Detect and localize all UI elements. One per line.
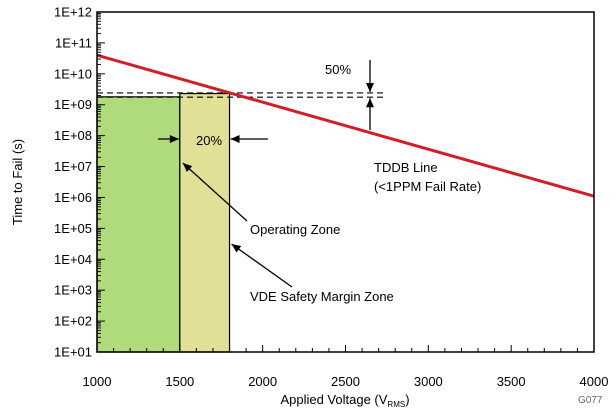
y-tick-label: 1E+09 — [54, 97, 92, 112]
annotation-vde-zone: VDE Safety Margin Zone — [250, 289, 394, 304]
x-tick-label: 2500 — [331, 374, 360, 389]
y-tick-label: 1E+06 — [54, 190, 92, 205]
x-axis-ticks: 1000 1500 2000 2500 3000 3500 4000 — [83, 345, 609, 389]
annotation-operating-zone: Operating Zone — [250, 222, 340, 237]
x-tick-label: 4000 — [580, 374, 609, 389]
figure-id: G077 — [578, 395, 603, 406]
y-tick-label: 1E+08 — [54, 128, 92, 143]
y-axis-ticks: 1E+01 1E+02 1E+03 1E+04 1E+05 1E+06 1E+07 1E+08… — [54, 5, 105, 360]
arrow-20-left-head — [169, 135, 179, 143]
arrow-operating-zone-shaft — [182, 162, 248, 222]
y-tick-label: 1E+12 — [54, 5, 92, 20]
arrow-20-left — [158, 135, 179, 143]
x-tick-label: 1500 — [165, 374, 194, 389]
annotation-tddb-fail-rate: (<1PPM Fail Rate) — [374, 179, 481, 194]
zone-1 — [179, 92, 231, 353]
arrow-20-right-head — [230, 135, 240, 143]
y-tick-label: 1E+01 — [54, 345, 92, 360]
annotation-50-percent: 50% — [325, 62, 351, 77]
x-tick-label: 1000 — [83, 374, 112, 389]
annotation-tddb-line: TDDB Line — [374, 160, 438, 175]
arrow-operating-zone — [182, 162, 248, 222]
x-tick-label: 3000 — [414, 374, 443, 389]
zone-0 — [96, 96, 181, 353]
annotation-arrows — [158, 60, 374, 288]
arrow-50-bottom-head — [366, 98, 374, 108]
x-tick-label: 3500 — [497, 374, 526, 389]
series-line-0 — [96, 53, 595, 198]
arrow-vde-zone-shaft — [231, 243, 293, 288]
y-tick-label: 1E+10 — [54, 66, 92, 81]
y-tick-label: 1E+05 — [54, 221, 92, 236]
y-tick-label: 1E+11 — [55, 35, 92, 50]
arrow-50-bottom — [366, 98, 374, 130]
y-tick-label: 1E+02 — [54, 314, 92, 329]
arrow-20-right — [230, 135, 268, 143]
arrow-vde-zone — [231, 243, 293, 288]
y-tick-label: 1E+07 — [54, 159, 92, 174]
arrow-vde-zone-head — [231, 244, 242, 253]
arrow-50-top — [366, 60, 374, 92]
y-tick-label: 1E+04 — [54, 252, 92, 267]
x-tick-label: 2000 — [248, 374, 277, 389]
arrow-50-top-head — [366, 82, 374, 92]
y-tick-label: 1E+03 — [54, 283, 92, 298]
annotation-20-percent: 20% — [196, 133, 222, 148]
series-layer — [96, 53, 595, 198]
y-axis-title: Time to Fail (s) — [10, 139, 25, 225]
x-axis-title: Applied Voltage (VRMS) — [280, 392, 409, 409]
arrow-operating-zone-head — [182, 163, 193, 173]
